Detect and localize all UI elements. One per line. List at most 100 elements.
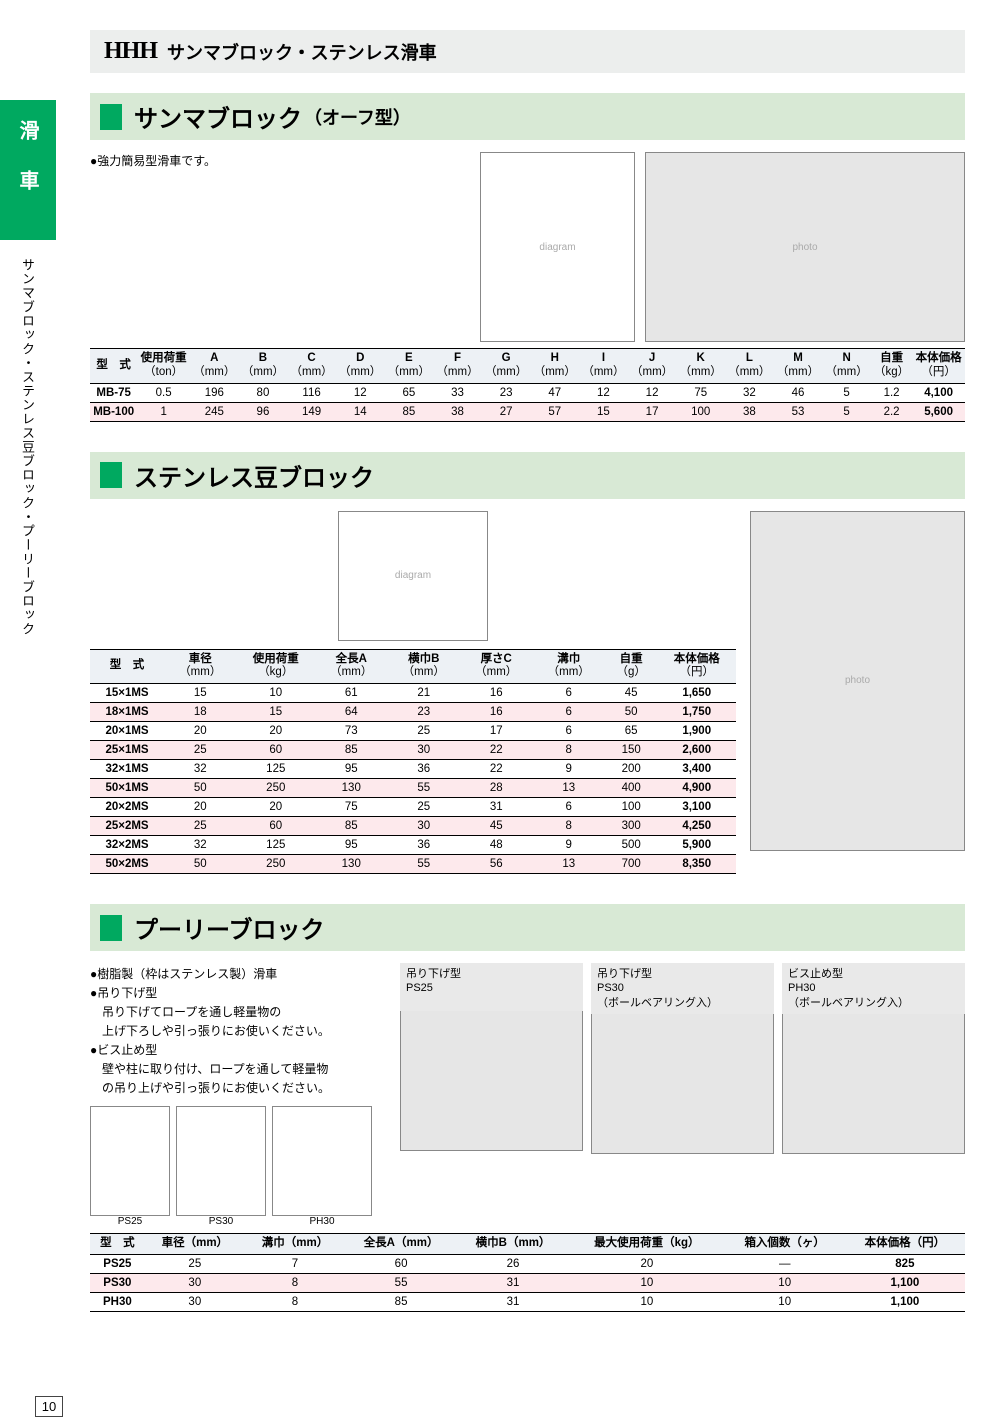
table-cell: 3,400 <box>657 760 736 779</box>
table-header: 溝巾（mm） <box>245 1234 345 1255</box>
table-cell: 116 <box>287 383 336 402</box>
table-cell: 4,900 <box>657 779 736 798</box>
table-cell: 2.2 <box>871 402 912 421</box>
table-cell: 56 <box>460 855 532 874</box>
table-cell: 100 <box>605 798 657 817</box>
table-cell: 300 <box>605 817 657 836</box>
section3-desc: ●樹脂製（枠はステンレス製）滑車 ●吊り下げ型 吊り下げてロープを通し軽量物の … <box>90 965 390 1096</box>
table-cell: 55 <box>388 779 460 798</box>
table-cell: 55 <box>388 855 460 874</box>
photo-col-ps25: 吊り下げ型 PS25 <box>400 963 583 1154</box>
table-cell: 31 <box>460 798 532 817</box>
table-cell: 26 <box>457 1254 569 1273</box>
table-cell: 20 <box>569 1254 725 1273</box>
table-cell: 1,900 <box>657 722 736 741</box>
table-cell: 6 <box>532 703 604 722</box>
table-header: 自重（kg） <box>871 349 912 384</box>
table-cell: 57 <box>530 402 579 421</box>
table-cell: 16 <box>460 703 532 722</box>
table-cell: — <box>725 1254 845 1273</box>
table-header: M（mm） <box>774 349 823 384</box>
table-header: 溝巾（mm） <box>532 649 604 684</box>
table-cell: 8 <box>245 1273 345 1292</box>
table-cell: 1,100 <box>845 1292 965 1311</box>
table-row: 15×1MS15106121166451,650 <box>90 684 736 703</box>
page-title: サンマブロック・ステンレス滑車 <box>167 39 437 65</box>
table-cell: 50 <box>164 779 236 798</box>
table-header: 全長A（mm） <box>345 1234 457 1255</box>
section-marker <box>100 462 122 488</box>
table-cell: 25 <box>388 798 460 817</box>
table-cell: 5 <box>822 383 871 402</box>
table-cell: 85 <box>315 741 387 760</box>
table-cell: 5,600 <box>912 402 965 421</box>
table-cell: 50 <box>605 703 657 722</box>
table-header: 本体価格（円） <box>912 349 965 384</box>
brand-logo: HHH <box>104 38 167 65</box>
table-row: 20×2MS202075253161003,100 <box>90 798 736 817</box>
table-row: PS25257602620—825 <box>90 1254 965 1273</box>
table-header: 本体価格（円） <box>657 649 736 684</box>
table-cell: 61 <box>315 684 387 703</box>
photo-caption: 吊り下げ型 <box>597 967 768 981</box>
table-cell: 17 <box>628 402 677 421</box>
table-row: 20×1MS20207325176651,900 <box>90 722 736 741</box>
table-header: 型 式 <box>90 649 164 684</box>
section1-desc: ●強力簡易型滑車です。 <box>90 152 370 169</box>
table-cell: 25×2MS <box>90 817 164 836</box>
table-cell: 30 <box>145 1273 245 1292</box>
table-cell: 30 <box>388 817 460 836</box>
table-header: 本体価格（円） <box>845 1234 965 1255</box>
page-header: HHH サンマブロック・ステンレス滑車 <box>90 30 965 73</box>
section-sunma-block: サンマブロック （オーフ型） ●強力簡易型滑車です。 diagram photo… <box>90 93 965 422</box>
table-cell: 85 <box>345 1292 457 1311</box>
table-cell: 8,350 <box>657 855 736 874</box>
table-cell: 25 <box>164 741 236 760</box>
table-cell: 75 <box>315 798 387 817</box>
table-cell: 31 <box>457 1292 569 1311</box>
table-cell: 55 <box>345 1273 457 1292</box>
table-cell: 0.5 <box>137 383 190 402</box>
table-row: PH30308853110101,100 <box>90 1292 965 1311</box>
table-cell: 28 <box>460 779 532 798</box>
table-header: 使用荷重（ton） <box>137 349 190 384</box>
table-header: 型 式 <box>90 1234 145 1255</box>
table-cell: 20×1MS <box>90 722 164 741</box>
section2-diagram: diagram <box>338 511 488 641</box>
table-cell: 21 <box>388 684 460 703</box>
photo-caption: （ボールベアリング入） <box>597 996 768 1010</box>
table-header: E（mm） <box>385 349 434 384</box>
table-cell: 12 <box>579 383 628 402</box>
table-header: 全長A（mm） <box>315 649 387 684</box>
side-tab: 滑車 サンマブロック・ステンレス豆ブロック・プーリーブロック <box>0 30 55 1372</box>
table-cell: MB-75 <box>90 383 137 402</box>
section3-diagram-ph30 <box>272 1106 372 1216</box>
table-header: A（mm） <box>190 349 239 384</box>
section3-diagram-ps25 <box>90 1106 170 1216</box>
table-cell: 196 <box>190 383 239 402</box>
table-cell: 75 <box>676 383 725 402</box>
table-cell: 22 <box>460 741 532 760</box>
table-header: 厚さC（mm） <box>460 649 532 684</box>
table-cell: 10 <box>237 684 316 703</box>
table-cell: 45 <box>460 817 532 836</box>
table-cell: 130 <box>315 779 387 798</box>
side-breadcrumb: サンマブロック・ステンレス豆ブロック・プーリーブロック <box>18 240 37 636</box>
table-cell: 18×1MS <box>90 703 164 722</box>
table-cell: 20×2MS <box>90 798 164 817</box>
table-cell: 32×2MS <box>90 836 164 855</box>
table-header: 使用荷重（kg） <box>237 649 316 684</box>
table-cell: 3,100 <box>657 798 736 817</box>
photo-caption: PS25 <box>406 981 577 995</box>
table-cell: 250 <box>237 779 316 798</box>
table-header: N（mm） <box>822 349 871 384</box>
table-cell: 25 <box>164 817 236 836</box>
table-cell: 10 <box>725 1292 845 1311</box>
side-category: 滑車 <box>0 100 56 240</box>
table-cell: 48 <box>460 836 532 855</box>
table-cell: 125 <box>237 836 316 855</box>
table-header: 横巾B（mm） <box>457 1234 569 1255</box>
table-cell: 2,600 <box>657 741 736 760</box>
table-header: K（mm） <box>676 349 725 384</box>
table-cell: 30 <box>388 741 460 760</box>
